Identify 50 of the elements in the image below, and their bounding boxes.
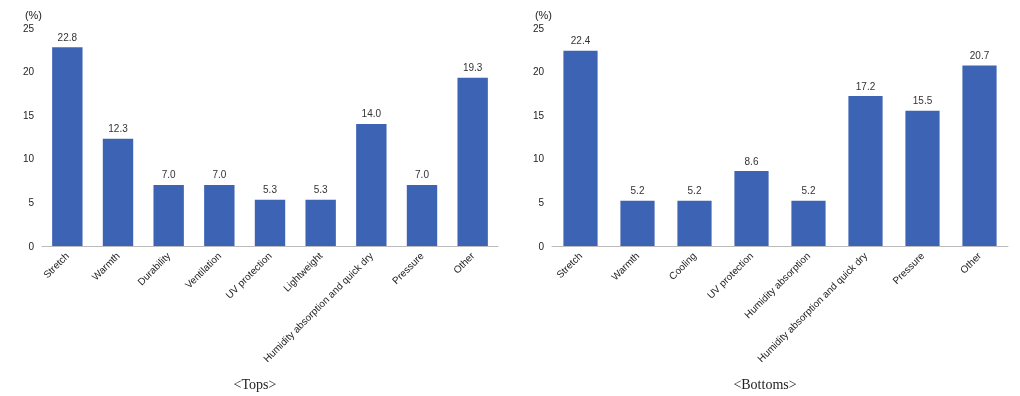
text: <Bottoms> <box>733 376 797 392</box>
bar <box>305 199 336 246</box>
data-label: 17.2 <box>855 80 876 92</box>
y-tick-label: 0 <box>538 240 545 252</box>
data-label: 15.5 <box>912 95 933 107</box>
y-tick-label: 10 <box>532 153 545 165</box>
data-label: 12.3 <box>108 123 129 135</box>
bar <box>620 200 655 246</box>
data-label: 22.8 <box>57 31 78 43</box>
data-label: 7.0 <box>161 169 177 181</box>
y-axis-title: (%) <box>24 8 42 21</box>
bar <box>457 77 488 246</box>
text: <Tops> <box>233 376 277 392</box>
y-tick-label: 20 <box>532 66 545 78</box>
y-axis-title: (%) <box>534 8 552 21</box>
y-tick-label: 5 <box>28 196 35 208</box>
y-tick-label: 25 <box>22 22 35 34</box>
bar <box>962 65 997 246</box>
y-tick-label: 15 <box>22 109 35 121</box>
bar <box>905 110 940 246</box>
data-label: 7.0 <box>212 169 227 181</box>
y-tick-label: 10 <box>22 153 35 165</box>
bar <box>677 200 712 246</box>
y-tick-label: 15 <box>532 109 545 121</box>
bar <box>102 138 134 246</box>
y-tick-label: 5 <box>538 196 545 208</box>
bar <box>791 200 826 246</box>
data-label: 5.2 <box>801 185 816 197</box>
bar <box>153 184 184 246</box>
bar <box>406 184 438 246</box>
data-label: 7.0 <box>415 169 430 181</box>
y-tick-label: 0 <box>28 240 35 252</box>
data-label: 14.0 <box>361 108 382 120</box>
bar <box>254 199 286 246</box>
y-tick-label: 20 <box>22 66 35 78</box>
data-label: 22.4 <box>570 35 591 47</box>
y-tick-label: 25 <box>532 22 545 34</box>
bar <box>52 47 83 246</box>
bar <box>204 184 235 246</box>
data-label: 8.6 <box>744 155 759 167</box>
data-label: 19.3 <box>462 62 483 74</box>
bar <box>356 123 387 246</box>
bar <box>734 171 769 246</box>
data-label: 5.2 <box>687 185 702 197</box>
bar <box>563 50 598 246</box>
data-label: 5.3 <box>313 184 329 196</box>
data-label: 5.3 <box>263 184 278 196</box>
data-label: 5.2 <box>630 185 645 197</box>
bar <box>848 96 883 246</box>
data-label: 20.7 <box>969 50 990 61</box>
